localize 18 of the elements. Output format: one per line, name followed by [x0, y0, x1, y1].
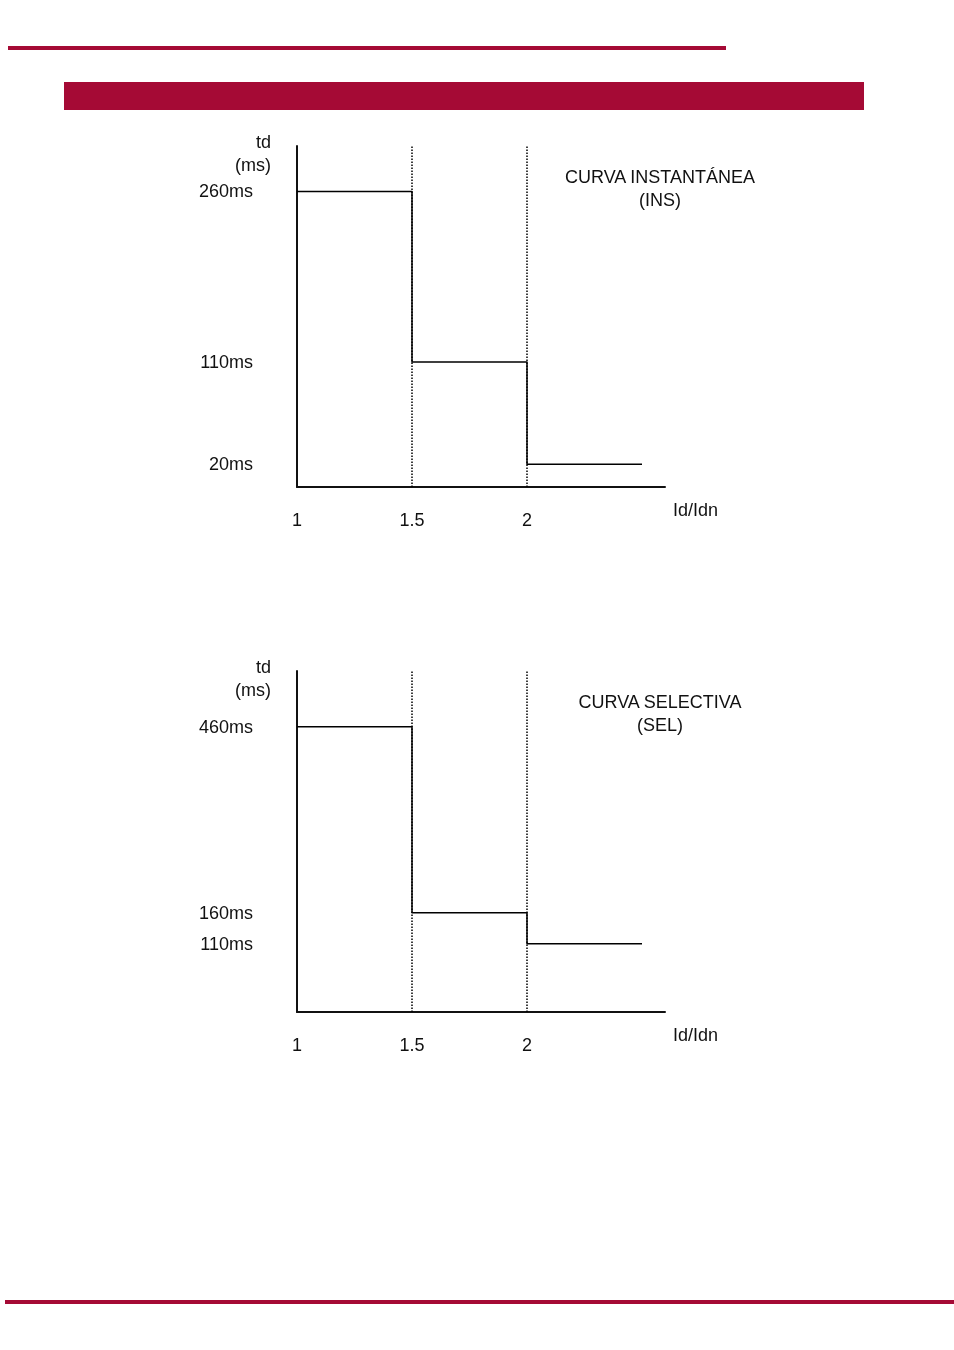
- text: CURVA SELECTIVA (SEL): [578, 691, 742, 735]
- x-tick-label: 1: [291, 510, 303, 530]
- x-tick-label: 2: [521, 1035, 533, 1055]
- y-tick-label: 260ms: [198, 181, 253, 202]
- y-tick-label: 110ms: [200, 351, 253, 372]
- y-tick-label: 110ms: [200, 933, 253, 954]
- y-axis-title: td (ms): [235, 656, 271, 700]
- y-tick-label: 460ms: [198, 716, 253, 737]
- text: CURVA INSTANTÁNEA (INS): [564, 166, 756, 210]
- y-axis-title: td (ms): [235, 131, 271, 175]
- y-tick-label: 20ms: [208, 454, 253, 475]
- x-tick-label: 1.5: [399, 1035, 425, 1055]
- x-axis-title: Id/Idn: [673, 500, 719, 520]
- x-tick-label: 1: [291, 1035, 303, 1055]
- y-tick-label: 160ms: [198, 902, 253, 923]
- x-tick-label: 1.5: [399, 510, 425, 530]
- x-tick-label: 2: [521, 510, 533, 530]
- x-axis-title: Id/Idn: [673, 1025, 719, 1045]
